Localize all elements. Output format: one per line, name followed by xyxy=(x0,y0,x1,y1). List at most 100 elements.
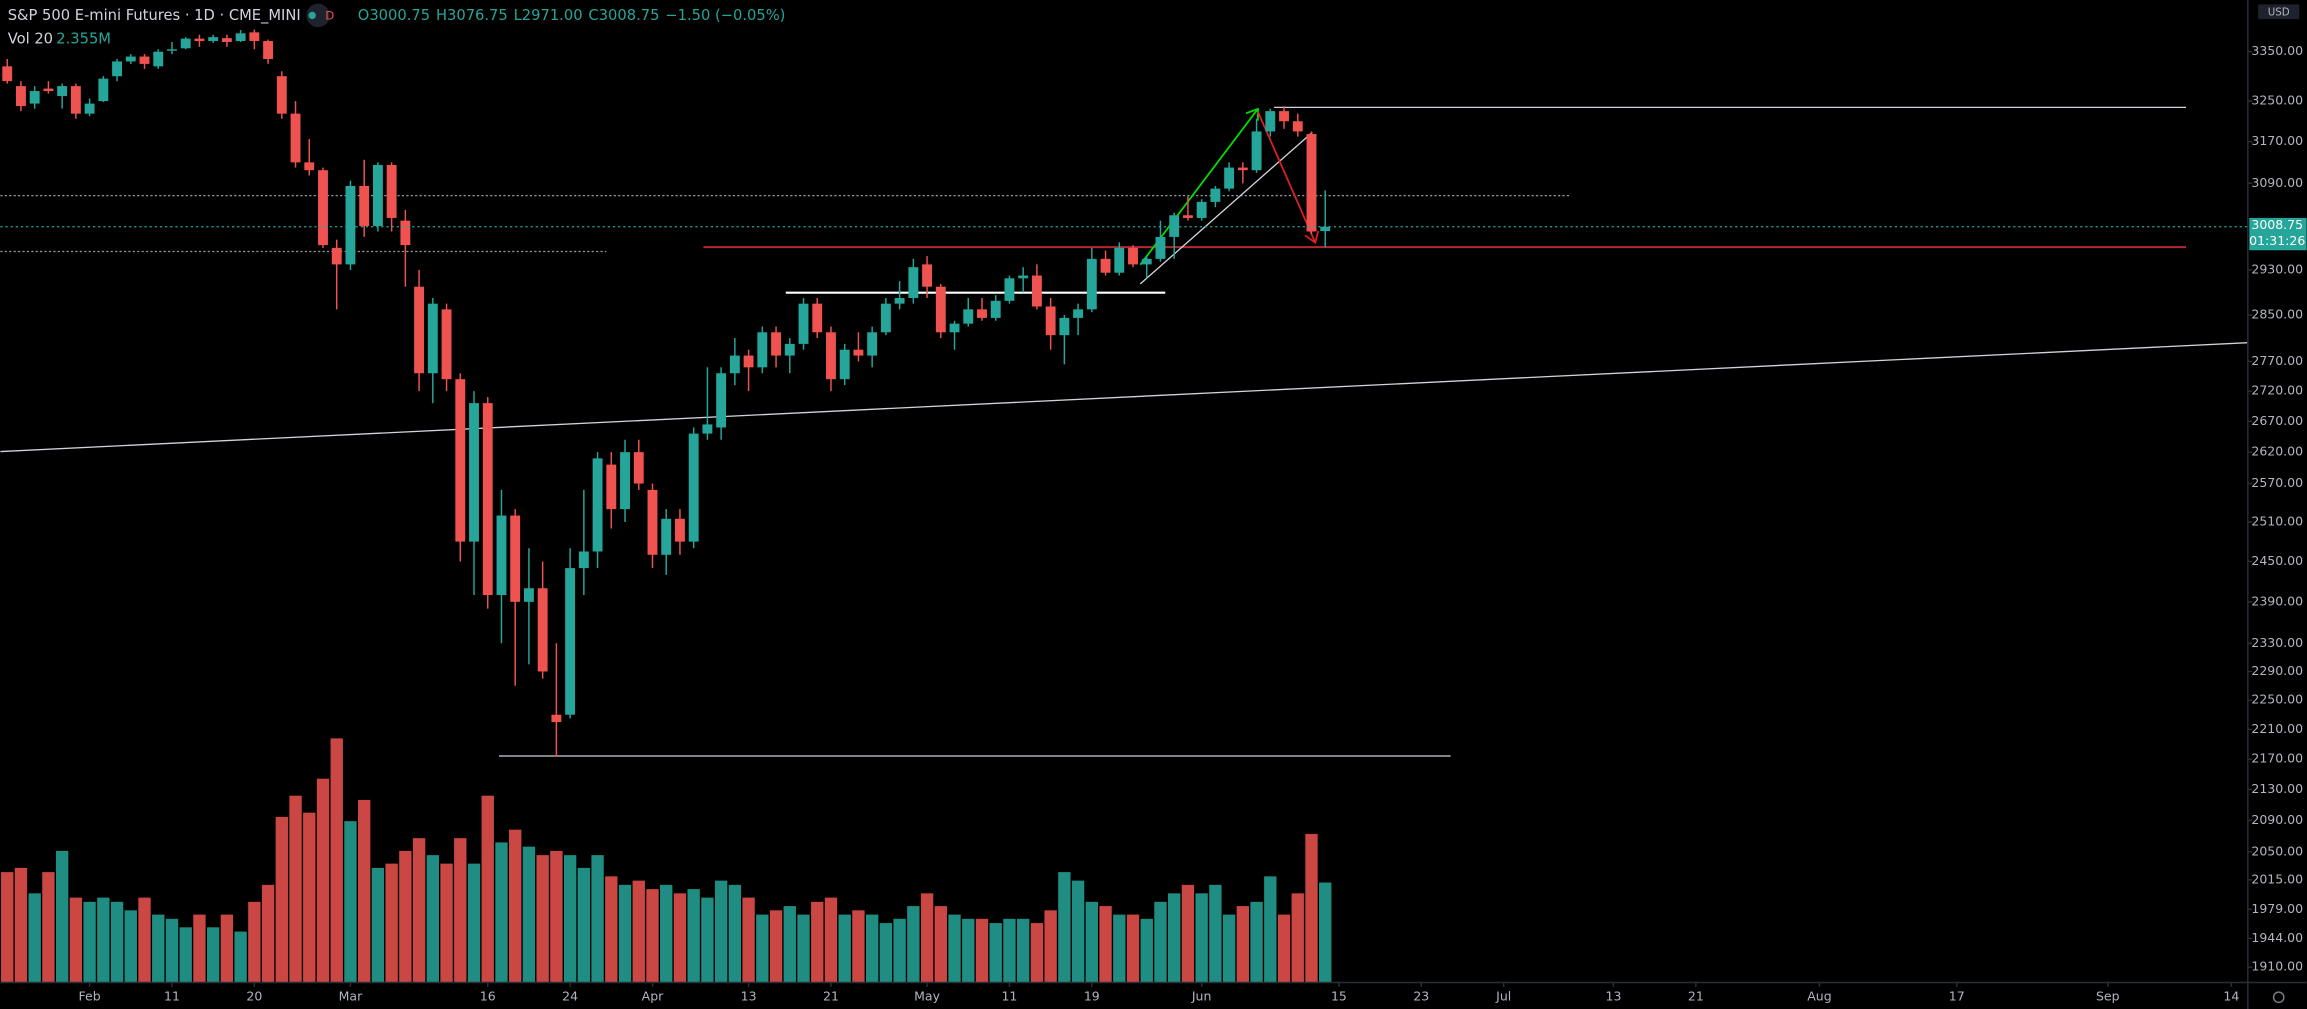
candle-body xyxy=(1100,258,1111,273)
candle-body xyxy=(661,518,672,555)
volume-bar xyxy=(1181,884,1195,983)
volume-bar xyxy=(1168,893,1181,983)
interval-badge: D xyxy=(325,9,334,23)
x-tick-label: 21 xyxy=(1688,989,1704,1004)
candle-body xyxy=(688,433,699,542)
red-arrowhead xyxy=(1304,230,1320,245)
candle-body xyxy=(84,103,95,114)
candle-body xyxy=(990,300,1001,318)
volume-bar xyxy=(1305,833,1318,983)
trend-line xyxy=(0,342,2248,453)
candle-body xyxy=(620,452,630,510)
volume-bar xyxy=(1195,893,1208,983)
volume-bar xyxy=(838,914,851,983)
volume-bar xyxy=(550,850,563,983)
volume-bar xyxy=(522,846,536,983)
candle-body xyxy=(455,379,466,542)
candle-body xyxy=(345,185,356,265)
candle-body xyxy=(963,309,974,324)
candle-body xyxy=(414,286,425,374)
drawings xyxy=(0,106,2248,757)
candle-body xyxy=(43,88,54,92)
y-tick-label: 3250.00 xyxy=(2251,93,2303,108)
y-tick-label: 2050.00 xyxy=(2251,843,2303,858)
candle-body xyxy=(1141,258,1152,265)
candle-body xyxy=(812,303,823,333)
volume-bar xyxy=(591,855,604,983)
x-tick-label: Jul xyxy=(1495,989,1511,1004)
x-tick-label: Aug xyxy=(1807,989,1831,1004)
volume-bar xyxy=(303,812,316,983)
volume-bar xyxy=(660,884,673,983)
volume-bar xyxy=(261,884,275,983)
volume-bar xyxy=(371,867,385,983)
volume-bar xyxy=(55,850,69,983)
volume-bar xyxy=(879,923,893,983)
candle-body xyxy=(235,33,246,42)
volume-bar xyxy=(206,927,220,983)
candle-body xyxy=(194,38,205,42)
candle-body xyxy=(908,267,919,298)
candle-body xyxy=(743,355,754,368)
volume-bar xyxy=(907,906,920,983)
candle-body xyxy=(578,551,589,569)
candle-body xyxy=(98,78,109,102)
y-tick-label: 2570.00 xyxy=(2251,475,2303,490)
volume-bar xyxy=(440,863,453,983)
volume-bar xyxy=(646,889,659,983)
candle-body xyxy=(180,38,191,49)
volume-bar xyxy=(1209,884,1222,983)
candles xyxy=(2,29,1331,757)
volume-bar xyxy=(563,855,577,983)
volume-label: Vol 20 xyxy=(8,31,53,48)
volume-bar xyxy=(1099,906,1112,983)
channel-line xyxy=(1139,131,1313,285)
legend-item: C3008.75 xyxy=(588,7,659,24)
candle-body xyxy=(523,588,534,602)
y-tick-label: 3090.00 xyxy=(2251,175,2303,190)
volume-bar xyxy=(687,889,700,983)
volume-bar xyxy=(248,901,261,983)
x-tick-label: 11 xyxy=(1001,989,1017,1004)
candle-body xyxy=(1086,258,1097,310)
candle-body xyxy=(675,518,685,542)
volume-bar xyxy=(577,867,591,983)
candle-body xyxy=(798,303,809,344)
candle-body xyxy=(1237,167,1248,171)
y-tick-label: 2330.00 xyxy=(2251,635,2303,650)
volume-bar xyxy=(769,910,783,983)
candle-body xyxy=(537,588,548,672)
price-tag-value: 3008.75 xyxy=(2251,217,2303,232)
volume-bar xyxy=(605,876,618,983)
candle-body xyxy=(400,220,411,246)
candle-body xyxy=(318,170,328,246)
x-tick-label: 20 xyxy=(246,989,262,1004)
candle-body xyxy=(949,323,960,333)
volume-bar xyxy=(756,914,769,983)
volume-bar xyxy=(783,906,796,983)
candle-body xyxy=(386,164,397,218)
volume-bar xyxy=(42,872,55,983)
volume-bar xyxy=(1126,914,1140,983)
volume-bar xyxy=(1236,906,1250,983)
candle-body xyxy=(647,489,658,555)
x-tick-label: 15 xyxy=(1331,989,1347,1004)
x-tick-label: 23 xyxy=(1413,989,1429,1004)
volume-bar xyxy=(385,863,398,983)
y-tick-label: 3350.00 xyxy=(2251,43,2303,58)
x-tick-label: 19 xyxy=(1084,989,1100,1004)
y-tick-label: 2930.00 xyxy=(2251,261,2303,276)
candle-body xyxy=(935,286,946,333)
settings-icon[interactable] xyxy=(2272,991,2285,1004)
candle-body xyxy=(153,51,164,67)
volume-bar xyxy=(1030,923,1044,983)
price-tag-box xyxy=(2249,217,2307,251)
volume-bar xyxy=(14,867,28,983)
y-tick-label: 1979.00 xyxy=(2251,901,2303,916)
x-tick-label: Sep xyxy=(2096,989,2120,1004)
volume-bar xyxy=(714,880,728,983)
x-tick-label: Mar xyxy=(339,989,363,1004)
volume-bar xyxy=(1250,901,1263,983)
candle-body xyxy=(1292,121,1303,132)
